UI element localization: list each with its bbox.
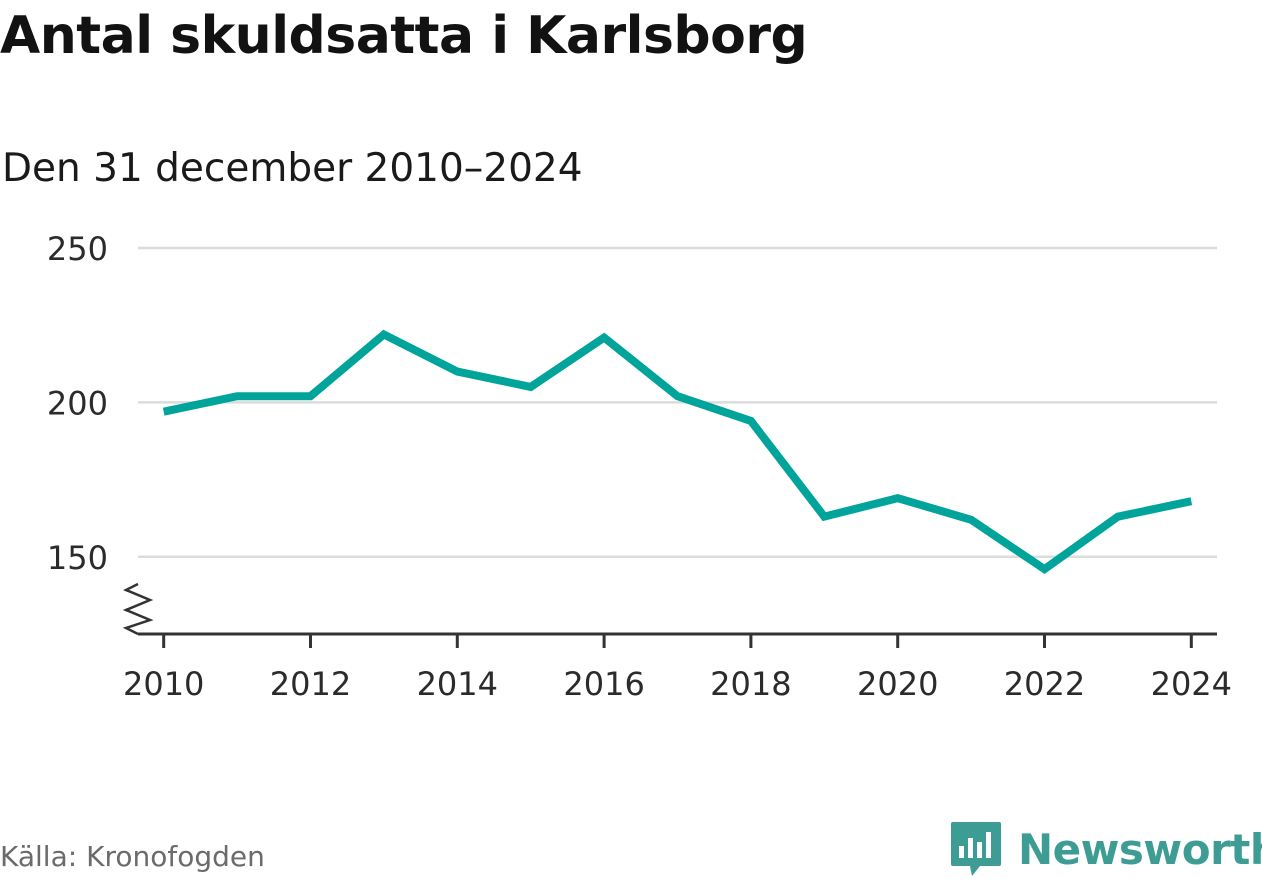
x-tick-label-2010: 2010 — [123, 665, 204, 703]
y-tick-label-250: 250 — [47, 230, 108, 268]
x-tick-label-2020: 2020 — [857, 665, 938, 703]
newsworthy-logo-icon — [951, 822, 1001, 876]
chart-title: Antal skuldsatta i Karlsborg — [0, 6, 808, 66]
y-tick-label-200: 200 — [47, 384, 108, 422]
x-tick-label-2022: 2022 — [1004, 665, 1085, 703]
brand-name: Newsworthy — [1018, 824, 1262, 874]
source-note: Källa: Kronofogden — [0, 840, 265, 873]
x-tick-label-2012: 2012 — [270, 665, 351, 703]
series-line-0 — [162, 329, 1193, 575]
x-tick-label-2024: 2024 — [1151, 665, 1232, 703]
brand-logo-block: Newsworthy — [950, 819, 1262, 879]
chart-subtitle: Den 31 december 2010–2024 — [2, 146, 583, 191]
y-tick-label-150: 150 — [47, 539, 108, 577]
x-tick-label-2014: 2014 — [417, 665, 498, 703]
x-tick-label-2018: 2018 — [710, 665, 791, 703]
x-tick-label-2016: 2016 — [563, 665, 644, 703]
axis-break-icon — [122, 582, 154, 636]
